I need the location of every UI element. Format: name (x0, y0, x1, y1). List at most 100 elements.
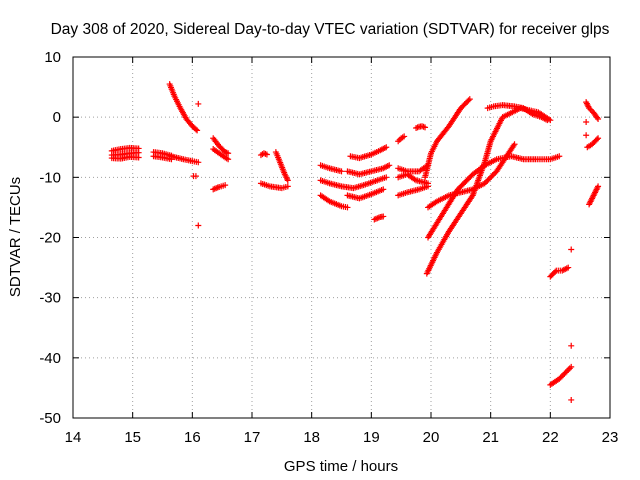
data-point (383, 144, 390, 151)
data-segment (586, 183, 602, 208)
data-point (380, 213, 387, 220)
y-tick-label: -10 (39, 169, 61, 186)
data-segment (395, 183, 432, 199)
x-tick-label: 17 (244, 429, 261, 446)
data-segment (210, 182, 229, 193)
data-point (484, 177, 491, 184)
data-segment (422, 96, 473, 181)
data-point (194, 127, 201, 134)
data-point (338, 168, 345, 175)
data-segment (272, 149, 291, 184)
data-segment (210, 146, 232, 163)
data-segment (547, 363, 575, 388)
data-point (192, 173, 199, 180)
data-point (222, 182, 229, 189)
data-segment (108, 144, 142, 154)
data-segment (371, 213, 387, 223)
data-point (195, 100, 202, 107)
data-segment (344, 162, 393, 178)
data-segment (190, 173, 199, 180)
x-tick-label: 18 (303, 429, 320, 446)
data-segment (150, 153, 175, 163)
x-tick-label: 20 (423, 429, 440, 446)
data-point (419, 123, 426, 130)
data-point (593, 136, 600, 143)
data-point (552, 268, 559, 275)
data-point (383, 174, 390, 181)
tick-layer: 14 15 16 17 18 19 20 21 22 23 10 0 -10 -20 -30 -40 -50 (39, 49, 618, 446)
data-point (284, 177, 291, 184)
data-segment (210, 135, 232, 157)
data-point (225, 156, 232, 163)
y-tick-label: -50 (39, 410, 61, 427)
chart-title: Day 308 of 2020, Sidereal Day-to-day VTE… (51, 21, 610, 38)
data-point (544, 117, 551, 124)
data-point (483, 179, 490, 186)
data-segment (484, 102, 551, 124)
data-point (488, 173, 495, 180)
x-tick-label: 21 (482, 429, 499, 446)
data-segment (317, 162, 345, 175)
data-point (414, 124, 421, 131)
data-segment (413, 123, 429, 131)
x-tick-label: 16 (184, 429, 201, 446)
data-segment (547, 264, 572, 280)
data-point (481, 180, 488, 187)
x-tick-label: 14 (65, 429, 82, 446)
data-point (490, 170, 497, 177)
data-segment (423, 105, 554, 277)
data-point (489, 172, 496, 179)
data-segment (168, 153, 202, 166)
data-point (511, 141, 518, 148)
data-segment (344, 186, 387, 202)
data-point (466, 96, 473, 103)
data-segment (166, 81, 201, 134)
data-point (563, 368, 570, 375)
data-segment (257, 150, 270, 159)
data-layer (108, 81, 602, 403)
y-tick-label: -20 (39, 230, 61, 247)
data-point (135, 154, 142, 161)
data-point (595, 183, 602, 190)
x-tick-label: 19 (363, 429, 380, 446)
data-segment (317, 192, 351, 211)
data-point (568, 246, 575, 253)
data-segment (583, 132, 590, 139)
data-point (195, 222, 202, 229)
data-point (583, 118, 590, 125)
y-axis-label: SDTVAR / TECUs (7, 177, 24, 297)
data-segment (568, 246, 575, 253)
data-segment (584, 135, 602, 151)
y-tick-label: 0 (53, 109, 61, 126)
data-segment (568, 342, 575, 349)
data-point (485, 176, 492, 183)
data-point (568, 363, 575, 370)
y-tick-label: 10 (44, 49, 61, 66)
data-point (386, 162, 393, 169)
data-point (263, 151, 270, 158)
data-point (594, 114, 601, 121)
data-point (225, 150, 232, 157)
x-axis-label: GPS time / hours (284, 458, 398, 475)
data-segment (395, 133, 408, 145)
data-segment (347, 144, 390, 162)
data-segment (257, 180, 291, 192)
y-tick-label: -30 (39, 290, 61, 307)
data-segment (395, 171, 432, 187)
data-point (192, 126, 199, 133)
data-point (583, 132, 590, 139)
data-point (487, 175, 494, 182)
data-point (425, 183, 432, 190)
x-tick-label: 15 (124, 429, 141, 446)
data-point (568, 396, 575, 403)
y-tick-label: -40 (39, 350, 61, 367)
data-point (565, 264, 572, 271)
data-point (195, 159, 202, 166)
x-tick-label: 22 (542, 429, 559, 446)
data-point (422, 124, 429, 131)
data-point (568, 342, 575, 349)
data-point (344, 204, 351, 211)
data-segment (425, 153, 563, 241)
data-point (401, 133, 408, 140)
